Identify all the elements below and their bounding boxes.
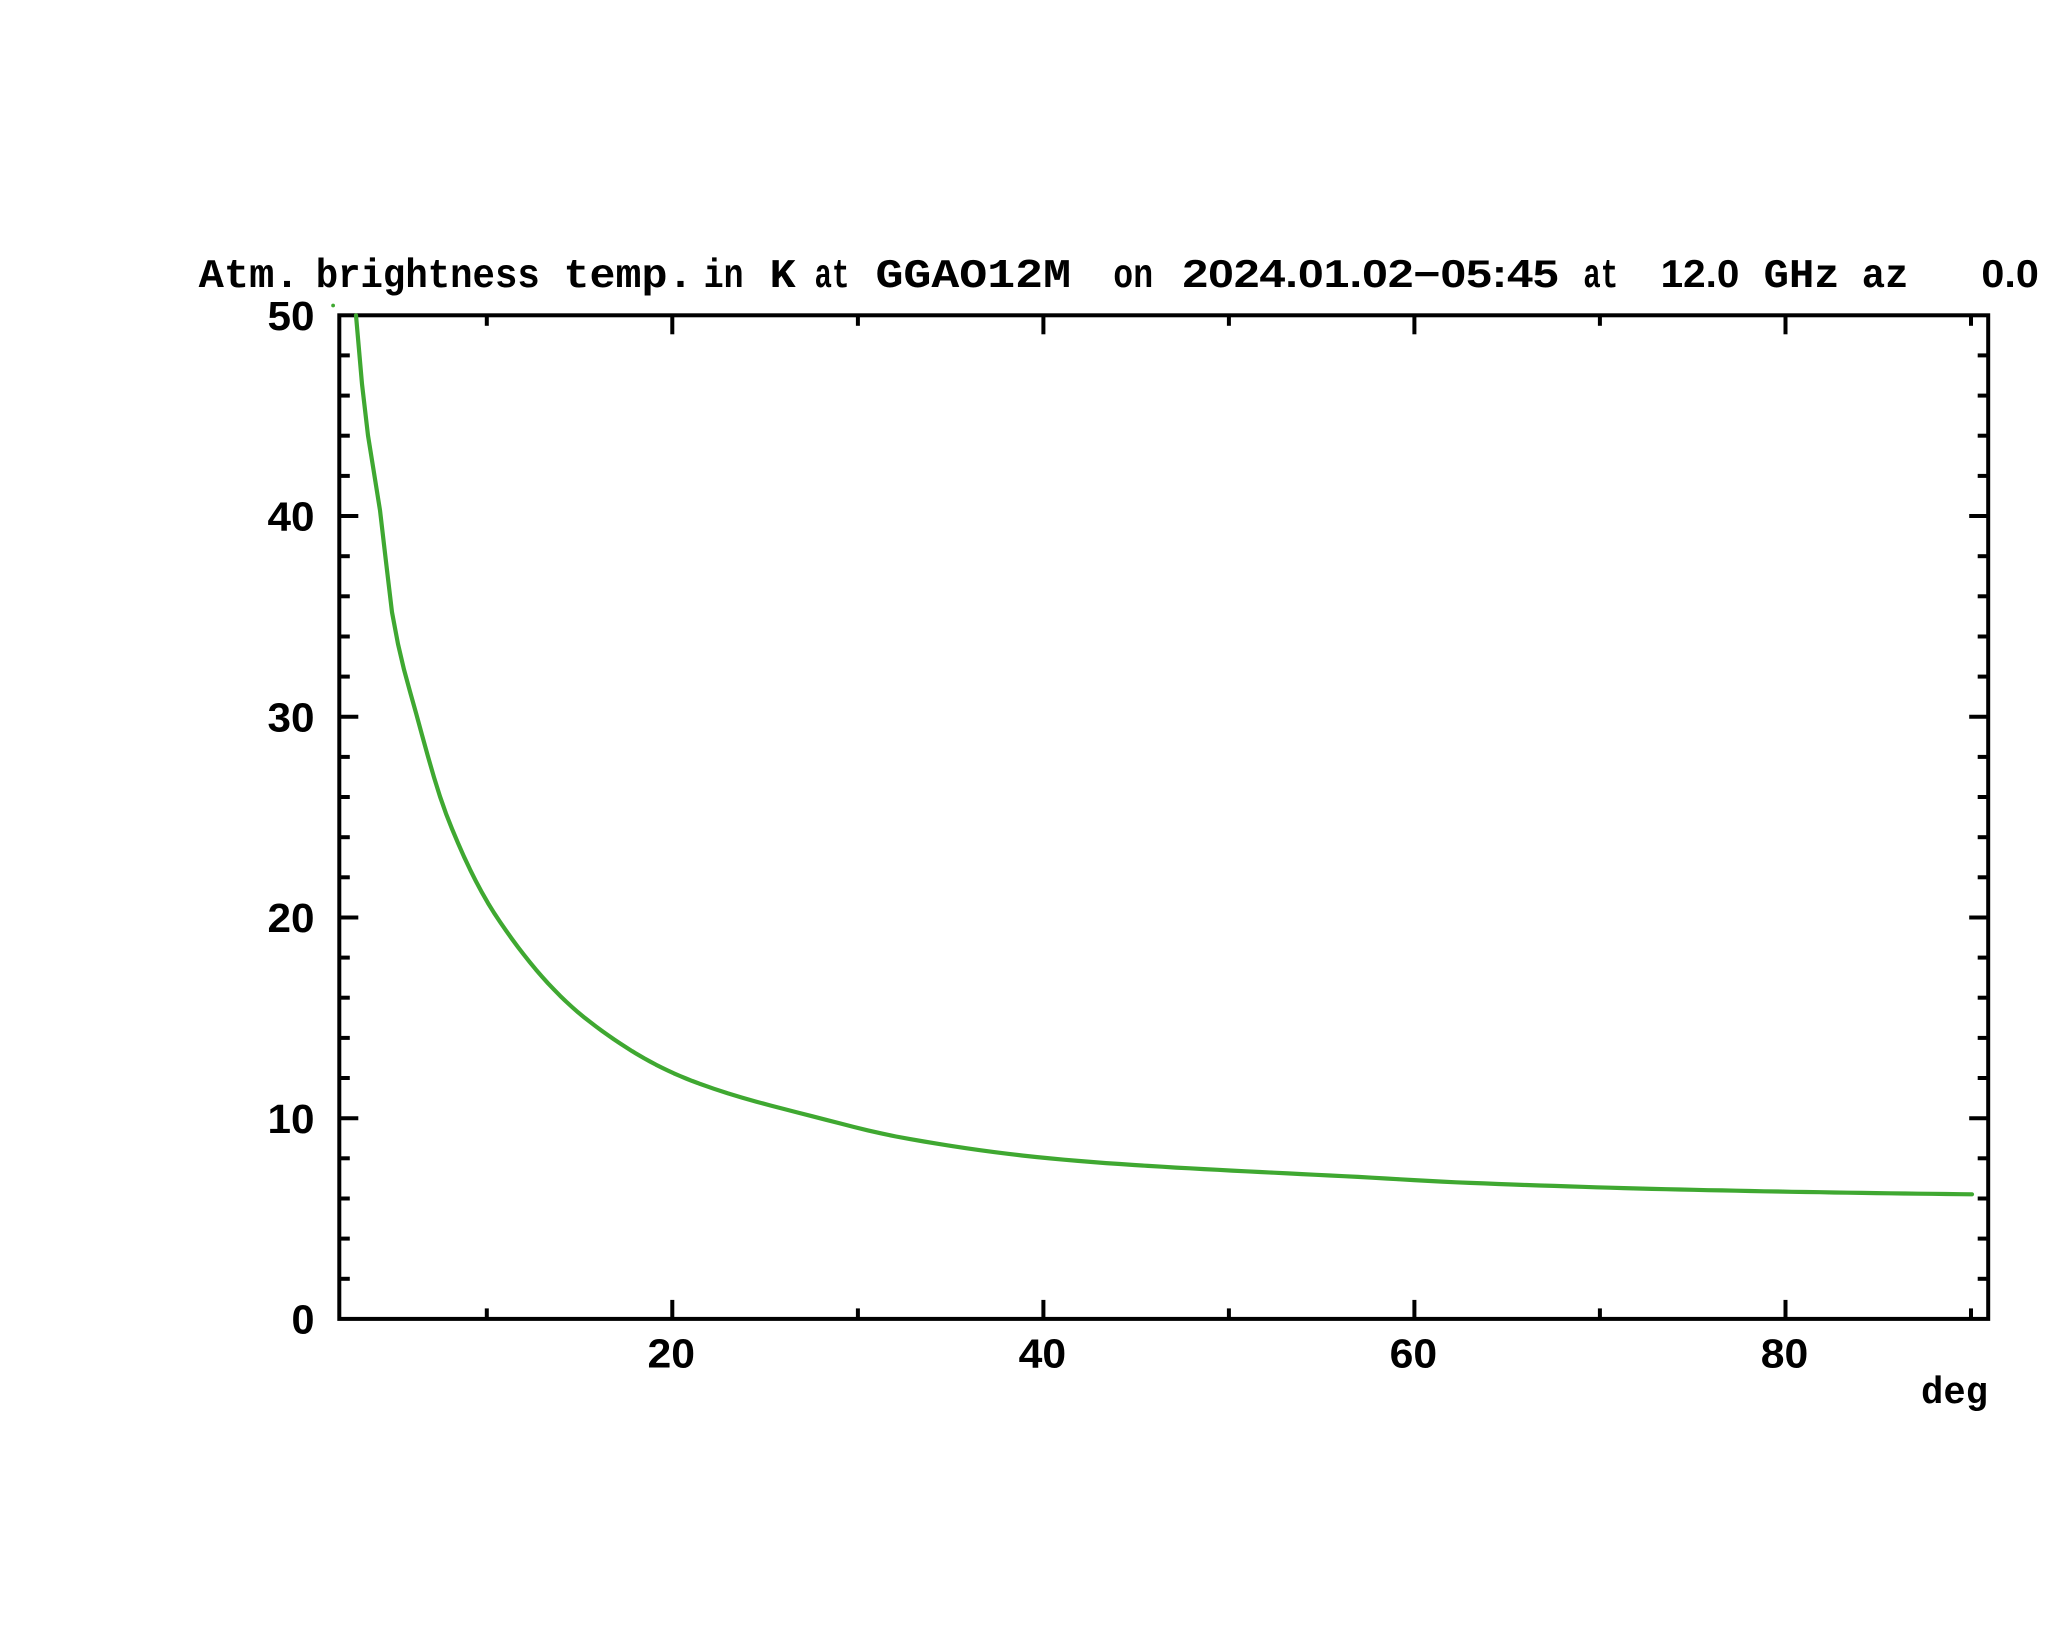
svg-text:0.0: 0.0 (1981, 253, 2038, 296)
svg-text:50: 50 (268, 293, 315, 339)
svg-text:40: 40 (268, 494, 315, 540)
svg-text:K: K (770, 254, 797, 300)
svg-text:deg: deg (1921, 1372, 1988, 1415)
svg-text:GHz: GHz (1764, 254, 1840, 300)
svg-text:80: 80 (1761, 1330, 1809, 1376)
svg-text:60: 60 (1390, 1330, 1438, 1376)
svg-text:10: 10 (268, 1096, 315, 1142)
svg-text:at: at (1583, 254, 1618, 300)
svg-text:40: 40 (1019, 1330, 1067, 1376)
svg-text:12.0: 12.0 (1661, 253, 1740, 296)
svg-text:20: 20 (268, 895, 315, 941)
svg-text:30: 30 (268, 694, 315, 740)
svg-text:brightness: brightness (316, 254, 540, 300)
svg-text:in: in (704, 254, 744, 300)
svg-text:0: 0 (292, 1297, 315, 1343)
svg-text:20: 20 (648, 1330, 696, 1376)
svg-text:temp.: temp. (564, 254, 694, 300)
svg-text:az: az (1862, 254, 1909, 300)
svg-text:at: at (815, 254, 850, 300)
svg-text:GGAO12M: GGAO12M (876, 254, 1072, 300)
svg-text:2024.01.02−05:45: 2024.01.02−05:45 (1183, 253, 1559, 296)
svg-text:on: on (1113, 254, 1153, 300)
svg-text:Atm.: Atm. (199, 254, 300, 300)
